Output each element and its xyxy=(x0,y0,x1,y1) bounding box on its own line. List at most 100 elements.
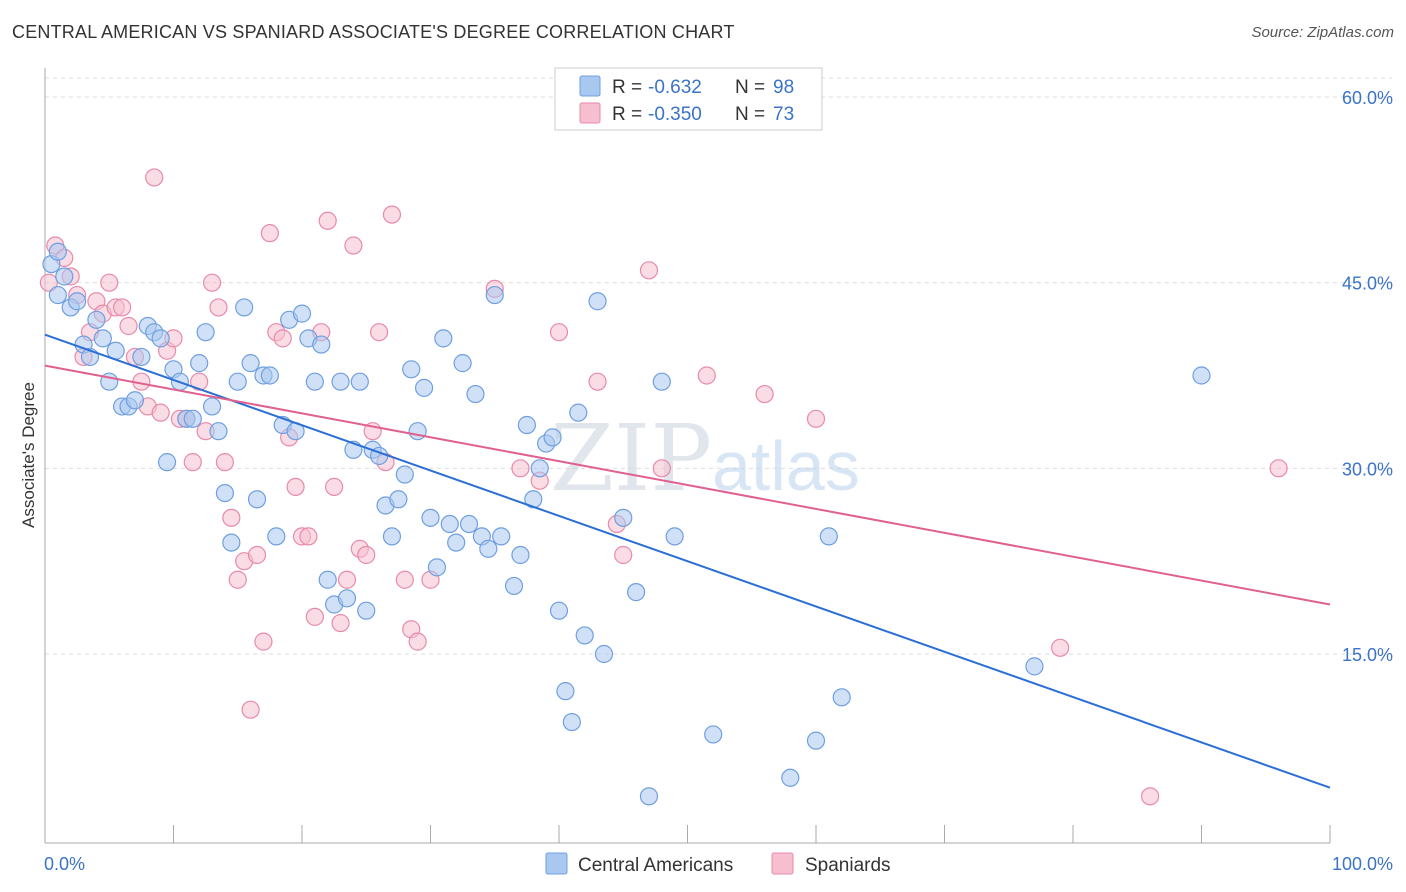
data-point-spaniards xyxy=(408,632,427,651)
y-tick-label: 60.0% xyxy=(1342,88,1393,108)
legend-swatch-pink xyxy=(579,102,601,124)
trend-lines xyxy=(44,333,1331,789)
data-point-spaniards xyxy=(183,453,202,472)
data-point-spaniards xyxy=(755,384,774,404)
data-point-spaniards xyxy=(190,372,209,391)
data-point-spaniards xyxy=(305,607,324,626)
data-point-central-americans xyxy=(549,601,569,620)
data-point-central-americans xyxy=(485,285,504,305)
data-point-central-americans xyxy=(819,527,838,546)
data-point-central-americans xyxy=(492,527,511,546)
data-point-spaniards xyxy=(697,366,716,385)
data-point-central-americans xyxy=(48,285,67,305)
data-point-central-americans xyxy=(832,688,851,707)
data-point-central-americans xyxy=(408,422,427,441)
data-point-spaniards xyxy=(370,323,389,342)
data-point-central-americans xyxy=(626,583,646,602)
legend-swatch-blue xyxy=(579,75,601,97)
watermark-zip: ZIP xyxy=(550,405,712,512)
data-point-spaniards xyxy=(299,527,318,546)
data-point-central-americans xyxy=(421,508,440,527)
data-point-central-americans xyxy=(247,490,267,509)
data-point-spaniards xyxy=(241,700,260,719)
data-point-spaniards xyxy=(1051,638,1070,657)
data-point-central-americans xyxy=(196,323,215,342)
data-point-central-americans xyxy=(517,415,536,435)
data-point-central-americans xyxy=(434,329,453,348)
data-point-central-americans xyxy=(215,483,234,503)
data-point-central-americans xyxy=(556,682,575,701)
top-legend: R = -0.632 N = 98 R = -0.350 N = 73 xyxy=(554,67,823,131)
legend-r-label-2: R = xyxy=(612,104,642,125)
data-point-spaniards xyxy=(549,323,569,342)
data-point-central-americans xyxy=(389,490,408,509)
data-point-spaniards xyxy=(1269,459,1288,478)
data-point-spaniards xyxy=(382,205,402,224)
data-point-central-americans xyxy=(190,354,209,373)
legend-n-label-1: N = xyxy=(735,77,765,98)
data-point-spaniards xyxy=(511,459,530,478)
data-point-central-americans xyxy=(68,292,87,311)
data-point-central-americans xyxy=(588,292,607,311)
data-point-central-americans xyxy=(414,378,434,397)
data-point-spaniards xyxy=(318,211,337,230)
data-point-central-americans xyxy=(447,533,466,552)
data-point-spaniards xyxy=(247,545,267,565)
data-point-spaniards xyxy=(344,236,363,255)
data-point-central-americans xyxy=(318,570,337,589)
data-point-spaniards xyxy=(639,261,659,280)
data-point-spaniards xyxy=(215,453,234,472)
data-point-central-americans xyxy=(614,508,633,527)
data-point-central-americans xyxy=(331,372,350,391)
data-point-central-americans xyxy=(260,366,279,385)
data-point-central-americans xyxy=(267,527,286,546)
data-point-spaniards xyxy=(588,372,607,391)
data-point-central-americans xyxy=(87,310,106,329)
trend-line-spaniards xyxy=(44,364,1331,606)
data-point-central-americans xyxy=(157,453,177,472)
data-point-spaniards xyxy=(652,459,671,478)
y-axis-title: Associate's Degree xyxy=(19,382,38,528)
legend-n-value-1: 98 xyxy=(773,77,794,98)
axes xyxy=(44,68,1331,844)
data-point-spaniards xyxy=(1140,787,1160,806)
data-point-spaniards xyxy=(331,613,350,633)
data-point-central-americans xyxy=(511,545,530,565)
data-point-central-americans xyxy=(594,644,614,664)
legend-r-value-1: -0.632 xyxy=(648,77,702,98)
data-point-central-americans xyxy=(453,354,472,373)
data-point-spaniards xyxy=(100,273,119,292)
data-point-central-americans xyxy=(235,298,254,317)
chart-title: CENTRAL AMERICAN VS SPANIARD ASSOCIATE'S… xyxy=(12,22,735,42)
data-point-central-americans xyxy=(357,601,376,620)
chart-source: Source: ZipAtlas.com xyxy=(1251,24,1394,41)
data-point-central-americans xyxy=(543,428,562,447)
y-tick-label: 15.0% xyxy=(1342,645,1393,665)
tick-labels: 60.0% 45.0% 30.0% 15.0% 0.0% 100.0% xyxy=(44,88,1393,874)
legend-n-label-2: N = xyxy=(735,104,765,125)
data-point-central-americans xyxy=(151,329,170,348)
data-point-spaniards xyxy=(395,570,414,589)
data-point-central-americans xyxy=(569,403,588,422)
data-point-central-americans xyxy=(466,384,485,404)
data-point-central-americans xyxy=(228,372,247,391)
bottom-legend-swatch-pink xyxy=(771,852,794,875)
data-point-central-americans xyxy=(132,347,151,367)
data-point-central-americans xyxy=(459,514,479,534)
bottom-legend-swatch-blue xyxy=(545,852,568,875)
data-point-spaniards xyxy=(286,477,305,496)
bottom-legend-label-pink: Spaniards xyxy=(805,855,891,876)
data-point-central-americans xyxy=(575,626,594,645)
data-point-spaniards xyxy=(222,508,241,527)
x-tick-label: 0.0% xyxy=(44,854,85,874)
data-point-central-americans xyxy=(292,304,312,323)
data-point-central-americans xyxy=(395,465,414,484)
data-point-spaniards xyxy=(228,570,247,589)
data-point-central-americans xyxy=(504,576,524,596)
data-point-central-americans xyxy=(125,391,145,410)
watermark: ZIP atlas xyxy=(550,405,860,512)
data-point-central-americans xyxy=(652,372,671,391)
bottom-legend-label-blue: Central Americans xyxy=(578,855,733,876)
data-point-central-americans xyxy=(93,329,112,348)
